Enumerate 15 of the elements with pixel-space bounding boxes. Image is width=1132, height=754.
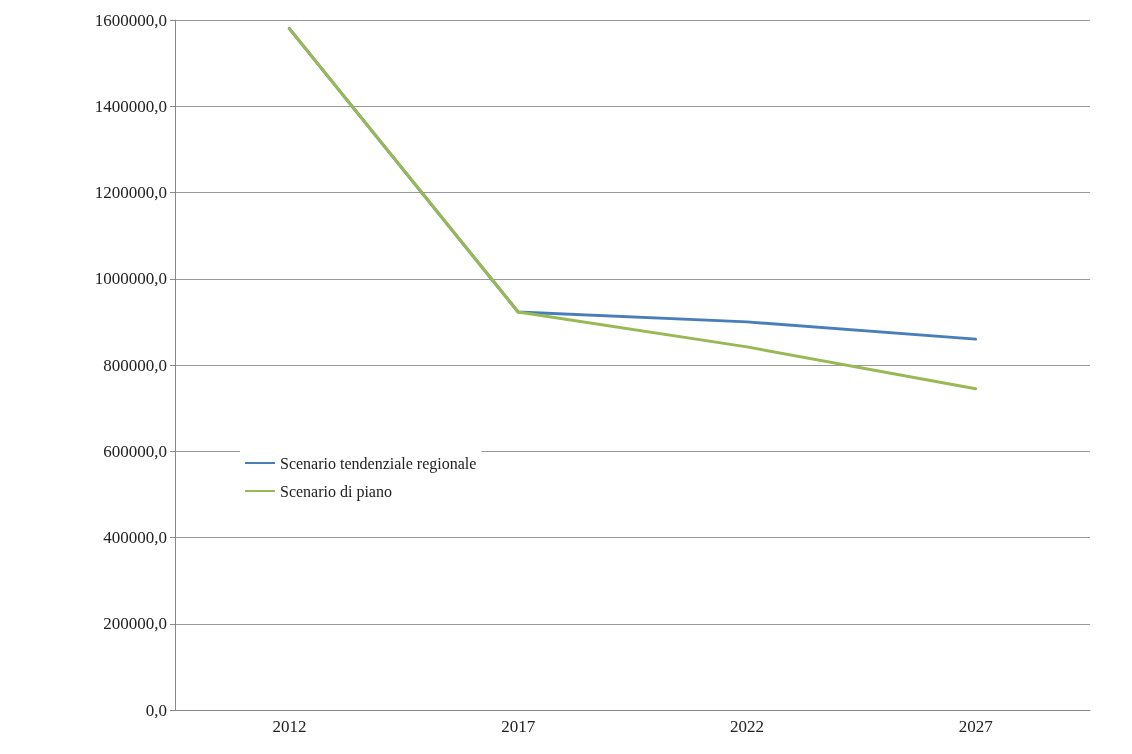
y-tick-label: 200000,0 (103, 614, 167, 634)
y-tick-label: 400000,0 (103, 528, 167, 547)
legend-label: Scenario di piano (280, 482, 392, 501)
y-tick-label: 1400000,0 (94, 96, 167, 116)
y-tick-label: 1000000,0 (94, 269, 167, 289)
y-tick-label: 800000,0 (103, 355, 167, 375)
x-tick-label: 2017 (501, 717, 536, 736)
y-tick-label: 1200000,0 (94, 183, 167, 202)
x-tick-label: 2027 (958, 717, 994, 736)
x-tick-label: 2012 (272, 717, 307, 736)
legend-label: Scenario tendenziale regionale (280, 454, 477, 473)
y-tick-label: 1600000,0 (94, 10, 167, 30)
x-tick-label: 2022 (729, 717, 764, 736)
y-tick-label: 0,0 (145, 700, 167, 720)
y-tick-label: 600000,0 (103, 441, 167, 461)
